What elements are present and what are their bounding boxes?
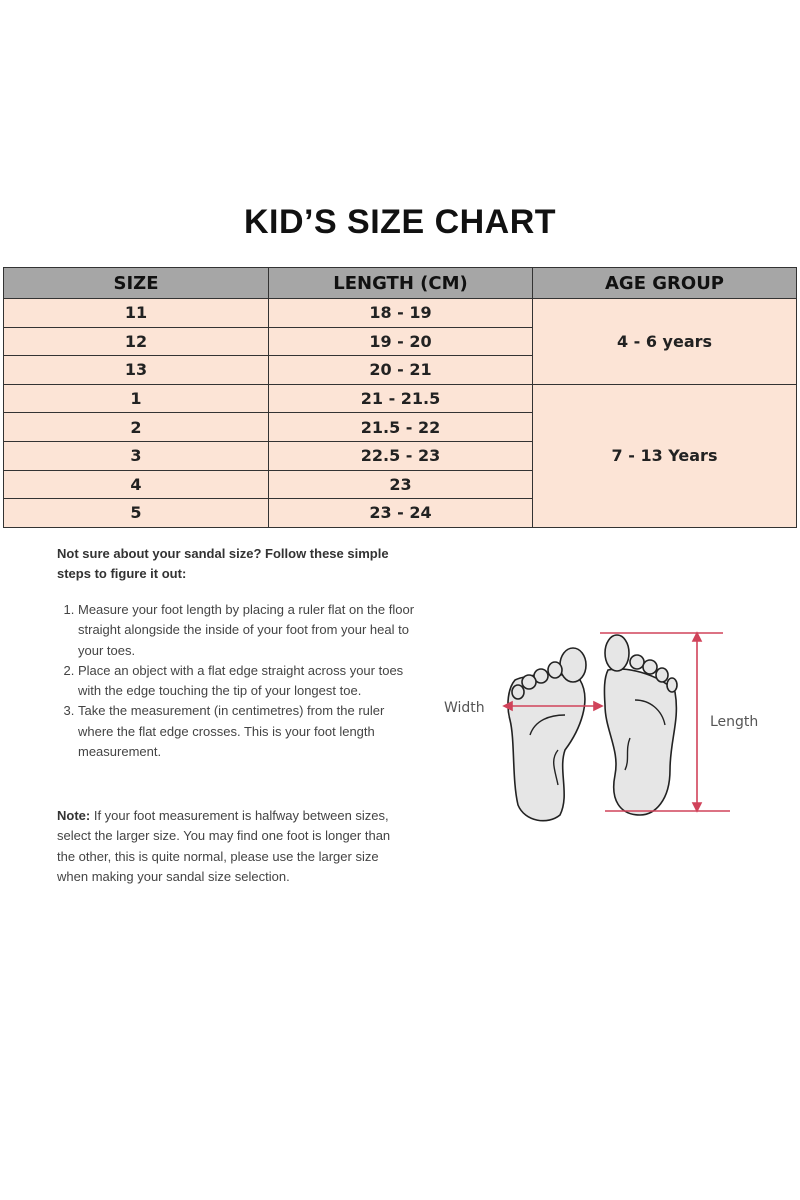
step-item: Take the measurement (in centimetres) fr… <box>78 701 418 762</box>
steps-list: Measure your foot length by placing a ru… <box>58 600 418 762</box>
table-row: 1 21 - 21.5 7 - 13 Years <box>3 383 797 528</box>
length-cell: 18 - 19 <box>268 298 533 328</box>
size-cell: 1 <box>3 383 269 414</box>
header-length: LENGTH (CM) <box>268 267 533 299</box>
size-cell: 4 <box>3 469 269 500</box>
age-group-cell: 7 - 13 Years <box>532 383 797 528</box>
note-body: If your foot measurement is halfway betw… <box>57 808 391 884</box>
length-cell: 19 - 20 <box>268 326 533 357</box>
intro-text: Not sure about your sandal size? Follow … <box>57 546 389 581</box>
table-row: 12 19 - 20 <box>3 326 797 357</box>
length-cell: 20 - 21 <box>268 355 533 385</box>
note-text: Note: If your foot measurement is halfwa… <box>57 806 397 887</box>
step-item: Measure your foot length by placing a ru… <box>78 600 418 661</box>
length-cell: 23 - 24 <box>268 498 533 528</box>
length-cell: 21 - 21.5 <box>268 383 533 414</box>
width-label: Width <box>444 700 485 716</box>
size-chart-table: SIZE LENGTH (CM) AGE GROUP 11 18 - 19 4 - … <box>3 267 797 528</box>
page-title: KID’S SIZE CHART <box>243 203 557 241</box>
step-item: Place an object with a flat edge straigh… <box>78 661 418 702</box>
note-label: Note: <box>57 808 91 823</box>
table-row: 5 23 - 24 <box>3 498 797 528</box>
length-cell: 23 <box>268 469 533 500</box>
right-foot-icon <box>603 668 678 816</box>
foot-measurement-diagram: Width Length <box>444 631 758 822</box>
size-cell: 5 <box>3 498 269 528</box>
table-row: 4 23 <box>3 469 797 500</box>
size-cell: 11 <box>3 298 269 328</box>
table-row: 2 21.5 - 22 <box>3 412 797 442</box>
size-cell: 12 <box>3 326 269 357</box>
header-size: SIZE <box>3 267 269 299</box>
size-cell: 3 <box>3 440 269 471</box>
size-cell: 13 <box>3 355 269 385</box>
table-row: 3 22.5 - 23 <box>3 440 797 471</box>
table-row: 11 18 - 19 4 - 6 years <box>3 298 797 385</box>
length-cell: 21.5 - 22 <box>268 412 533 442</box>
length-label: Length <box>710 714 758 730</box>
length-cell: 22.5 - 23 <box>268 440 533 471</box>
header-age-group: AGE GROUP <box>532 267 797 299</box>
table-header-row: SIZE LENGTH (CM) AGE GROUP <box>3 267 797 299</box>
age-group-cell: 4 - 6 years <box>532 298 797 385</box>
size-cell: 2 <box>3 412 269 442</box>
